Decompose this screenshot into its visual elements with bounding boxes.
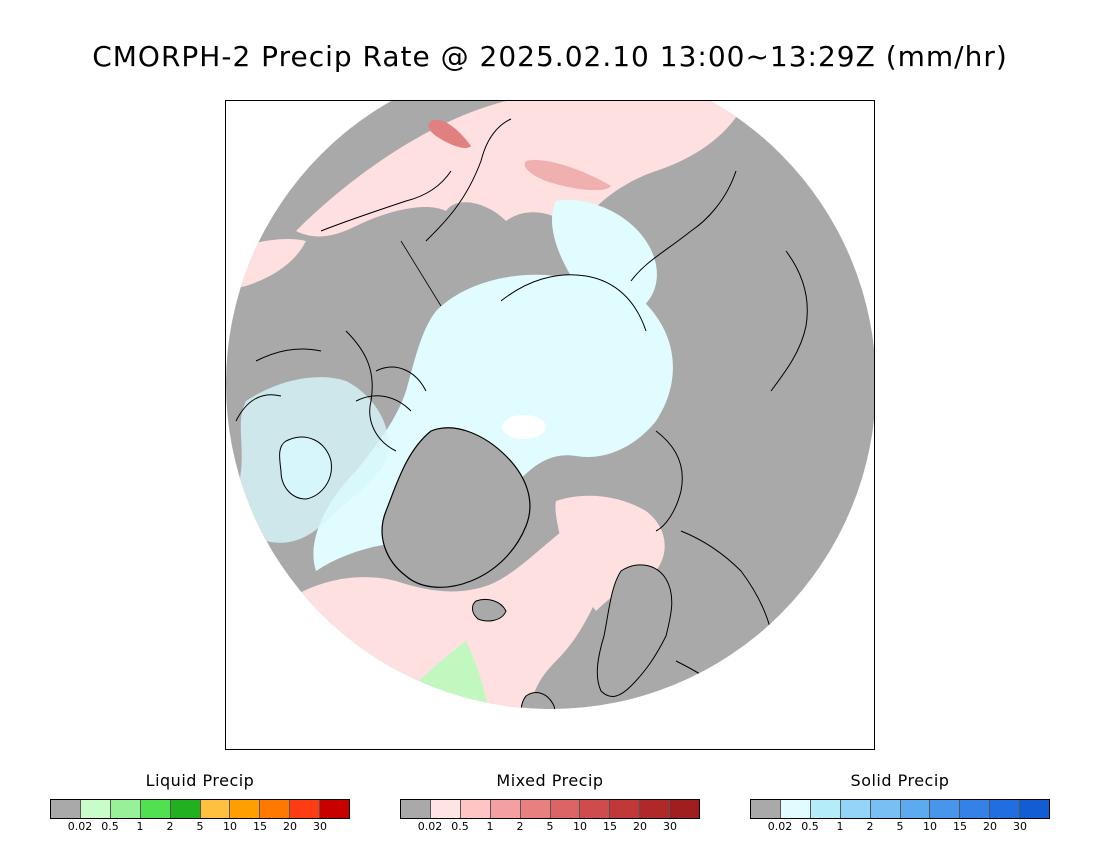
polar-precip-map xyxy=(225,100,875,750)
pole-hole xyxy=(502,415,546,439)
legend-swatch xyxy=(1020,800,1050,818)
legend-solid-ticks: 0.02 0.5 1 2 5 10 15 20 30 xyxy=(750,819,1050,833)
scandinavia xyxy=(596,564,673,697)
legend-tick-label: 1 xyxy=(136,820,144,833)
map-canvas xyxy=(226,101,874,709)
alaska-canada-border xyxy=(400,240,442,307)
legend-tick-label: 20 xyxy=(633,820,647,833)
legend-tick-label: 30 xyxy=(313,820,327,833)
legend-liquid-ticks: 0.02 0.5 1 2 5 10 15 20 30 xyxy=(50,819,350,833)
map-title: CMORPH-2 Precip Rate @ 2025.02.10 13:00~… xyxy=(92,40,1008,73)
legend-tick-label: 10 xyxy=(573,820,587,833)
legend-solid: Solid Precip 0.02 0.5 1 2 5 10 15 20 30 xyxy=(750,770,1050,833)
legend-swatch xyxy=(900,800,931,818)
legend-swatch xyxy=(930,800,961,818)
legend-liquid-title: Liquid Precip xyxy=(145,771,255,790)
legend-tick-label: 0.02 xyxy=(417,820,443,833)
legend-swatch xyxy=(290,800,321,818)
legend-tick-label: 5 xyxy=(196,820,204,833)
legend-tick-label: 10 xyxy=(223,820,237,833)
legend-tick-label: 0.5 xyxy=(101,820,119,833)
mixed-precip-streak-bering xyxy=(524,160,611,191)
legend-mixed-bar xyxy=(400,799,700,819)
legend-tick-label: 2 xyxy=(166,820,174,833)
legend-tick-label: 0.5 xyxy=(801,820,819,833)
legend-swatch xyxy=(520,800,551,818)
legend-mixed-ticks: 0.02 0.5 1 2 5 10 15 20 30 xyxy=(400,819,700,833)
legend-tick-label: 10 xyxy=(923,820,937,833)
legend-tick-label: 15 xyxy=(253,820,267,833)
legend-swatch xyxy=(51,800,81,818)
legend-swatch xyxy=(230,800,261,818)
legend-swatch xyxy=(110,800,141,818)
mixed-precip-streak-chukchi xyxy=(428,119,471,148)
liquid-precip-cell-1 xyxy=(401,696,412,708)
legend-swatch xyxy=(260,800,291,818)
legend-tick-label: 0.5 xyxy=(451,820,469,833)
legend-tick-label: 5 xyxy=(896,820,904,833)
legend-mixed-title: Mixed Precip xyxy=(496,771,604,790)
legend-tick-label: 2 xyxy=(866,820,874,833)
legend-swatch xyxy=(550,800,581,818)
legend-tick-label: 2 xyxy=(516,820,524,833)
legend-swatch xyxy=(320,800,350,818)
legend-tick-label: 20 xyxy=(983,820,997,833)
liquid-precip-cell-2 xyxy=(474,707,483,709)
legend-tick-label: 30 xyxy=(1013,820,1027,833)
legend-swatch xyxy=(580,800,611,818)
legend-swatch xyxy=(670,800,700,818)
legend-tick-label: 15 xyxy=(603,820,617,833)
legend-swatch xyxy=(430,800,461,818)
legend-swatch xyxy=(870,800,901,818)
legend-liquid-bar xyxy=(50,799,350,819)
solid-precip-siberia xyxy=(551,200,657,311)
legend-swatch xyxy=(751,800,781,818)
legend-swatch xyxy=(490,800,521,818)
legend-swatch xyxy=(840,800,871,818)
legend-liquid: Liquid Precip 0.02 0.5 1 2 5 10 15 20 30 xyxy=(50,770,350,833)
legend-tick-label: 0.02 xyxy=(67,820,93,833)
legend-swatch xyxy=(640,800,671,818)
legend-tick-label: 1 xyxy=(836,820,844,833)
legend-swatch xyxy=(200,800,231,818)
legend-tick-label: 20 xyxy=(283,820,297,833)
legend-swatch xyxy=(810,800,841,818)
legend-tick-label: 0.02 xyxy=(767,820,793,833)
legend-swatch xyxy=(960,800,991,818)
mixed-precip-streak-atlantic xyxy=(317,639,346,668)
mixed-precip-norwegian-sea xyxy=(555,495,665,611)
legend-swatch xyxy=(401,800,431,818)
legend-swatch xyxy=(460,800,491,818)
legend-solid-bar xyxy=(750,799,1050,819)
legend-tick-label: 30 xyxy=(663,820,677,833)
legend-tick-label: 15 xyxy=(953,820,967,833)
mixed-precip-pacific xyxy=(296,101,746,237)
hudson-bay xyxy=(279,436,332,500)
iceland xyxy=(472,598,507,622)
greenland xyxy=(381,427,531,588)
coastlines xyxy=(235,118,808,709)
british-isles xyxy=(520,692,557,709)
legend-mixed: Mixed Precip 0.02 0.5 1 2 5 10 15 20 30 xyxy=(400,770,700,833)
legend-tick-label: 5 xyxy=(546,820,554,833)
legend-swatch xyxy=(80,800,111,818)
legend-swatch xyxy=(990,800,1021,818)
legend-swatch xyxy=(780,800,811,818)
legend-solid-title: Solid Precip xyxy=(850,771,950,790)
legend-tick-label: 1 xyxy=(486,820,494,833)
legend-swatch xyxy=(170,800,201,818)
legend-swatch xyxy=(140,800,171,818)
legend-swatch xyxy=(610,800,641,818)
